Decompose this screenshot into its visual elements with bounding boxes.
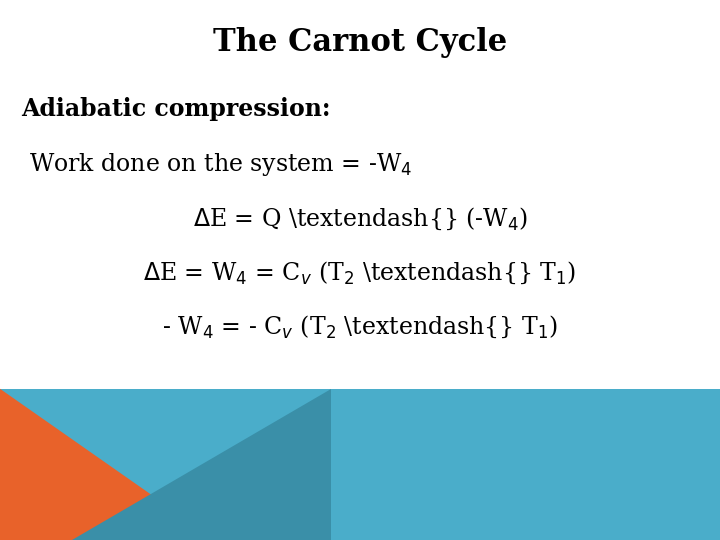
Polygon shape	[72, 389, 331, 540]
Text: $\Delta$E = Q \textendash{} (-W$_4$): $\Delta$E = Q \textendash{} (-W$_4$)	[192, 205, 528, 232]
Polygon shape	[0, 389, 216, 540]
Text: Work done on the system = -W$_4$: Work done on the system = -W$_4$	[29, 151, 412, 178]
Text: Adiabatic compression:: Adiabatic compression:	[22, 97, 331, 121]
Text: - W$_4$ = - C$_v$ (T$_2$ \textendash{} T$_1$): - W$_4$ = - C$_v$ (T$_2$ \textendash{} T…	[162, 313, 558, 340]
Text: $\Delta$E = W$_4$ = C$_v$ (T$_2$ \textendash{} T$_1$): $\Delta$E = W$_4$ = C$_v$ (T$_2$ \texten…	[143, 259, 577, 286]
Bar	[0, 389, 720, 540]
Text: The Carnot Cycle: The Carnot Cycle	[213, 27, 507, 58]
